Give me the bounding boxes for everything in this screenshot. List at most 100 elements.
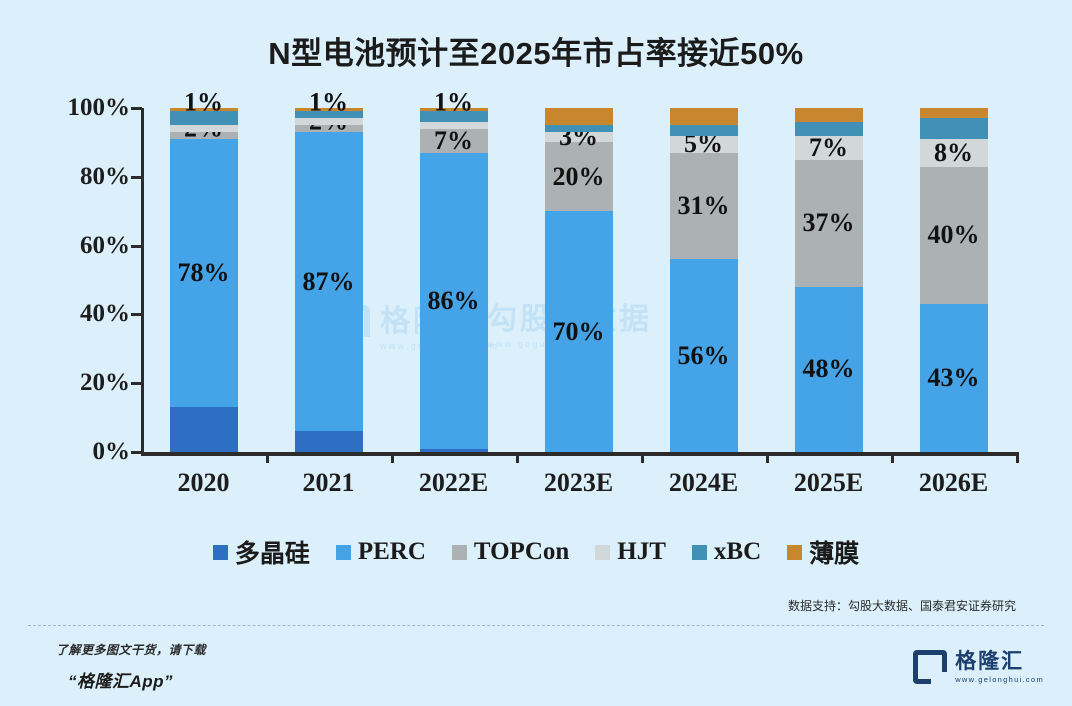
legend-swatch (691, 544, 707, 560)
legend-label: 薄膜 (809, 541, 860, 568)
y-axis-labels: 0% 20% 40% 60% 80% 100% (52, 94, 138, 465)
bar-segment[interactable] (919, 118, 988, 139)
x-axis-tick-label: 2026E (918, 468, 989, 497)
bar-column[interactable]: 70% 20% 3% (544, 108, 613, 452)
gelonghui-logo-icon (913, 650, 948, 684)
bar-value-label: 87% (302, 266, 355, 296)
legend-label: HJT (617, 538, 666, 565)
y-axis-tick (131, 451, 142, 454)
bar-column[interactable]: 87% 2%1% (294, 87, 363, 452)
bar-column[interactable]: 86% 7% 1% (419, 87, 488, 452)
legend-item[interactable]: TOPCon (451, 538, 570, 566)
legend-label: xBC (713, 538, 762, 565)
bar-segment[interactable]: 48% (794, 286, 863, 452)
bar-segment[interactable] (294, 431, 363, 452)
x-axis-tick-label: 2022E (418, 468, 489, 497)
legend-item[interactable]: 多晶硅 (212, 534, 310, 570)
bar-segment[interactable]: 2% (294, 106, 363, 135)
bar-segment[interactable] (419, 121, 488, 129)
bar-segment[interactable] (919, 108, 988, 119)
bar-segment[interactable]: 87% (294, 132, 363, 432)
y-axis-tick-label: 0% (92, 438, 131, 465)
x-axis-line (141, 452, 1016, 456)
bar-segment[interactable] (294, 118, 363, 126)
bar-segment[interactable]: 20% (544, 142, 613, 212)
bar-value-label: 56% (677, 340, 730, 370)
bar-segment[interactable]: 78% (169, 138, 238, 408)
bar-stack: 56% 31% 5% (669, 108, 738, 452)
x-axis-tick (1016, 452, 1019, 463)
bar-value-label: 78% (177, 258, 230, 288)
bar-stack: 70% 20% 3% (544, 108, 613, 452)
bar-segment[interactable] (544, 108, 613, 126)
bar-value-label: 31% (677, 191, 730, 221)
bar-value-label: 43% (927, 363, 980, 393)
y-axis-tick-label: 40% (80, 300, 130, 328)
legend-item[interactable]: HJT (595, 538, 666, 566)
bar-segment[interactable] (169, 407, 238, 452)
bar-segment[interactable] (794, 108, 863, 122)
bar-segment[interactable]: 86% (419, 152, 488, 449)
bar-segment[interactable]: 1% (419, 87, 488, 116)
x-axis-tick (891, 452, 894, 463)
y-axis-tick (131, 107, 142, 110)
bar-segment[interactable]: 1% (294, 87, 363, 116)
legend-item[interactable]: PERC (335, 538, 426, 566)
y-axis-tick-label: 20% (80, 369, 130, 397)
bar-value-label: 7% (434, 125, 473, 155)
bar-column[interactable]: 56% 31% 5% (669, 108, 738, 452)
bar-column[interactable]: 78% 2%1% (169, 87, 238, 452)
bar-value-label: 37% (802, 208, 855, 238)
y-axis-tick (131, 244, 142, 248)
bar-segment[interactable]: 43% (919, 304, 988, 452)
footer-promo-line2: “格隆汇App” (68, 672, 174, 691)
bar-segment[interactable] (294, 111, 363, 119)
legend-swatch (335, 544, 351, 560)
bar-segment[interactable] (669, 108, 738, 126)
bar-value-label: 8% (934, 137, 973, 167)
bar-segment[interactable]: 1% (169, 87, 238, 116)
page-title: N型电池预计至2025年市占率接近50% (268, 36, 804, 71)
footer-promo: 了解更多图文干货，请下载 “格隆汇App” (56, 641, 206, 692)
legend-item[interactable]: 薄膜 (787, 534, 859, 570)
bar-segment[interactable]: 5% (669, 129, 738, 158)
source-note: 数据支持：勾股大数据、国泰君安证券研究 (787, 599, 1016, 613)
bar-segment[interactable]: 3% (544, 122, 613, 151)
legend-label: 多晶硅 (234, 541, 310, 568)
y-axis-tick-label: 60% (80, 231, 130, 259)
bar-segment[interactable] (794, 121, 863, 136)
bar-segment[interactable]: 70% (544, 211, 613, 452)
bar-column[interactable]: 43% 40% 8% (919, 108, 988, 452)
bar-segment[interactable] (419, 448, 488, 452)
legend-label: TOPCon (473, 538, 570, 565)
bar-stack: 86% 7% 1% (419, 87, 488, 452)
bar-column[interactable]: 48% 37% 7% (794, 108, 863, 452)
bar-segment[interactable] (669, 125, 738, 136)
bar-value-label: 20% (552, 161, 605, 191)
bar-segment[interactable] (419, 111, 488, 122)
bar-segment[interactable]: 31% (669, 152, 738, 260)
bar-segment[interactable]: 8% (919, 137, 988, 167)
bar-segment[interactable]: 7% (794, 133, 863, 162)
bar-stack: 78% 2%1% (169, 87, 238, 452)
x-axis-tick-label: 2025E (793, 468, 864, 497)
y-axis-tick (131, 313, 142, 317)
legend-item[interactable]: xBC (691, 538, 762, 566)
bar-segment[interactable]: 2% (169, 113, 238, 142)
bar-segment[interactable] (169, 111, 238, 126)
bar-segment[interactable]: 37% (794, 159, 863, 287)
x-axis-tick (266, 452, 269, 463)
bar-stack: 87% 2%1% (294, 87, 363, 452)
legend-label: PERC (357, 538, 426, 565)
y-axis-tick (131, 382, 142, 386)
x-axis-tick-label: 2020 (177, 468, 230, 497)
bar-segment[interactable] (169, 125, 238, 133)
bar-segment[interactable]: 56% (669, 259, 738, 452)
bar-segment[interactable]: 7% (419, 125, 488, 155)
brand-logo: 格隆汇 www.gelonghui.com (913, 650, 1044, 684)
bar-segment[interactable]: 40% (919, 166, 988, 305)
brand-name: 格隆汇 (955, 649, 1025, 673)
x-axis-tick-label: 2021 (302, 468, 355, 497)
bar-segment[interactable] (544, 125, 613, 133)
bar-stack: 43% 40% 8% (919, 108, 988, 452)
